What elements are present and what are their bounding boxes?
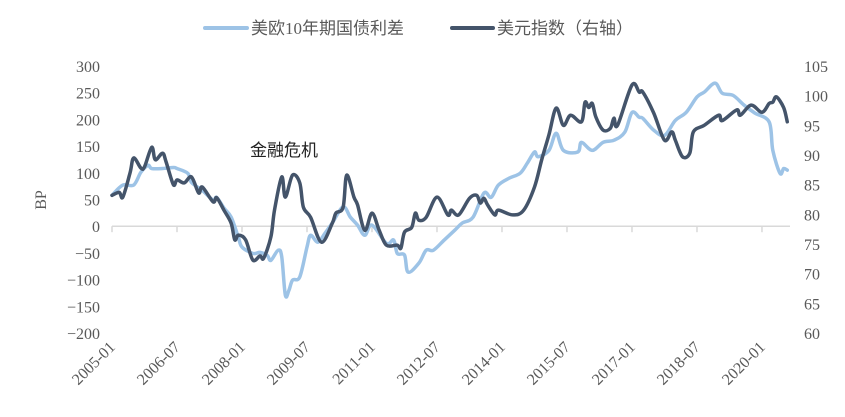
y-right-tick-label: 60	[804, 326, 820, 343]
series-line-dollar-index	[110, 81, 790, 263]
y-left-tick-label: −200	[67, 326, 100, 343]
y-left-tick-label: 0	[92, 219, 100, 236]
y-left-tick-label: 300	[76, 59, 100, 76]
annotation-financial-crisis: 金融危机	[250, 141, 318, 160]
x-tick-label: 2012-07	[394, 339, 444, 389]
y-right-tick-label: 80	[804, 207, 820, 224]
y-left-tick-label: 150	[76, 139, 100, 156]
y-left-tick-label: 200	[76, 112, 100, 129]
x-tick-label: 2006-07	[134, 339, 184, 389]
y-right-tick-label: 65	[804, 296, 820, 313]
y-left-axis-title: BP	[33, 190, 50, 210]
y-left-tick-label: −50	[75, 246, 100, 263]
y-left-tick-label: 250	[76, 86, 100, 103]
x-tick-label: 2020-01	[719, 339, 769, 389]
x-tick-label: 2018-07	[654, 339, 704, 389]
legend-label-dollar-index: 美元指数（右轴）	[497, 19, 633, 38]
y-right-tick-label: 100	[804, 89, 828, 106]
x-tick-label: 2011-01	[330, 339, 379, 388]
y-right-tick-label: 85	[804, 178, 820, 195]
x-tick-label: 2014-01	[459, 339, 509, 389]
legend-label-spread: 美欧10年期国债利差	[251, 19, 404, 38]
x-tick-label: 2015-07	[524, 339, 574, 389]
y-right-tick-label: 95	[804, 118, 820, 135]
y-right-tick-label: 70	[804, 267, 820, 284]
x-tick-label: 2008-01	[199, 339, 249, 389]
y-left-tick-label: −150	[67, 299, 100, 316]
x-tick-label: 2009-07	[264, 339, 314, 389]
x-tick-label: 2005-01	[69, 339, 119, 389]
y-right-tick-label: 90	[804, 148, 820, 165]
x-tick-label: 2017-01	[589, 339, 639, 389]
series-line-spread	[110, 81, 790, 299]
legend: 美欧10年期国债利差 美元指数（右轴）	[203, 19, 633, 38]
y-left-tick-label: 100	[76, 166, 100, 183]
y-right-tick-label: 75	[804, 237, 820, 254]
y-left-tick-label: 50	[84, 193, 100, 210]
y-right-tick-label: 105	[804, 59, 828, 76]
y-left-tick-label: −100	[67, 273, 100, 290]
